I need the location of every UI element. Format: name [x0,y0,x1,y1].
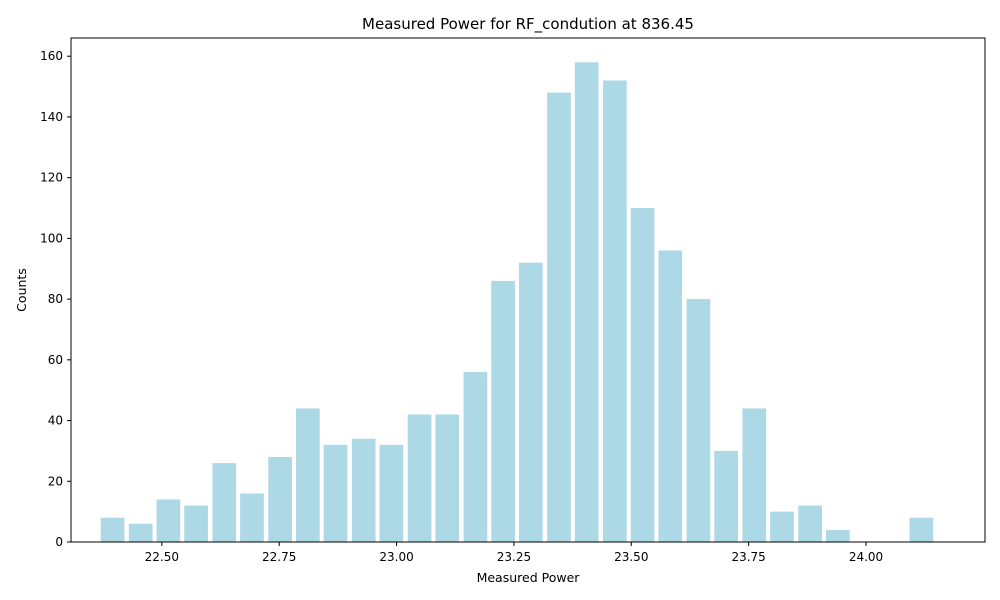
x-axis-ticks: 22.50 22.75 23.00 23.25 23.50 23.75 24.00 [145,542,883,564]
y-axis-ticks: 0 20 40 60 80 100 120 140 160 [40,49,71,549]
chart-title: Measured Power for RF_condution at 836.4… [362,15,694,34]
bar-17 [574,62,599,542]
bar-8 [323,444,348,542]
bar-27 [909,517,934,542]
y-tick-label: 20 [48,474,63,488]
plot-frame [70,37,986,543]
bar-3 [184,505,208,542]
y-tick-label: 160 [40,49,63,63]
y-tick-label: 140 [40,110,63,124]
bar-14 [491,280,515,542]
x-tick-label: 22.75 [262,550,296,564]
bar-20 [658,250,683,542]
x-tick-label: 22.50 [145,550,179,564]
bar-15 [518,262,543,542]
x-tick-label: 23.00 [379,550,413,564]
bar-7 [295,408,320,542]
y-tick-label: 0 [55,535,63,549]
x-tick-label: 23.75 [731,550,765,564]
x-axis-label: Measured Power [477,570,581,585]
bar-9 [351,438,376,542]
bar-11 [407,414,432,542]
bar-25 [798,505,822,542]
bar-5 [240,493,264,542]
bar-1 [128,523,153,542]
y-tick-label: 100 [40,231,63,245]
bar-12 [435,414,460,542]
bar-6 [268,456,292,542]
y-axis-label: Counts [14,268,29,312]
bars [100,62,934,543]
bar-10 [379,444,404,542]
bar-16 [547,92,571,543]
bar-0 [100,517,125,542]
bar-4 [212,463,237,542]
bar-26 [825,529,850,542]
bar-23 [742,408,767,542]
bar-2 [156,499,181,542]
bar-19 [630,208,655,542]
bar-21 [686,299,711,542]
bar-24 [770,511,794,542]
x-tick-label: 23.50 [614,550,648,564]
y-tick-label: 80 [48,292,63,306]
y-tick-label: 60 [48,353,63,367]
x-tick-label: 23.25 [497,550,531,564]
y-tick-label: 40 [48,414,63,428]
bar-18 [603,80,627,542]
y-tick-label: 120 [40,171,63,185]
bar-22 [714,450,738,542]
bar-13 [463,371,488,542]
x-tick-label: 24.00 [849,550,883,564]
